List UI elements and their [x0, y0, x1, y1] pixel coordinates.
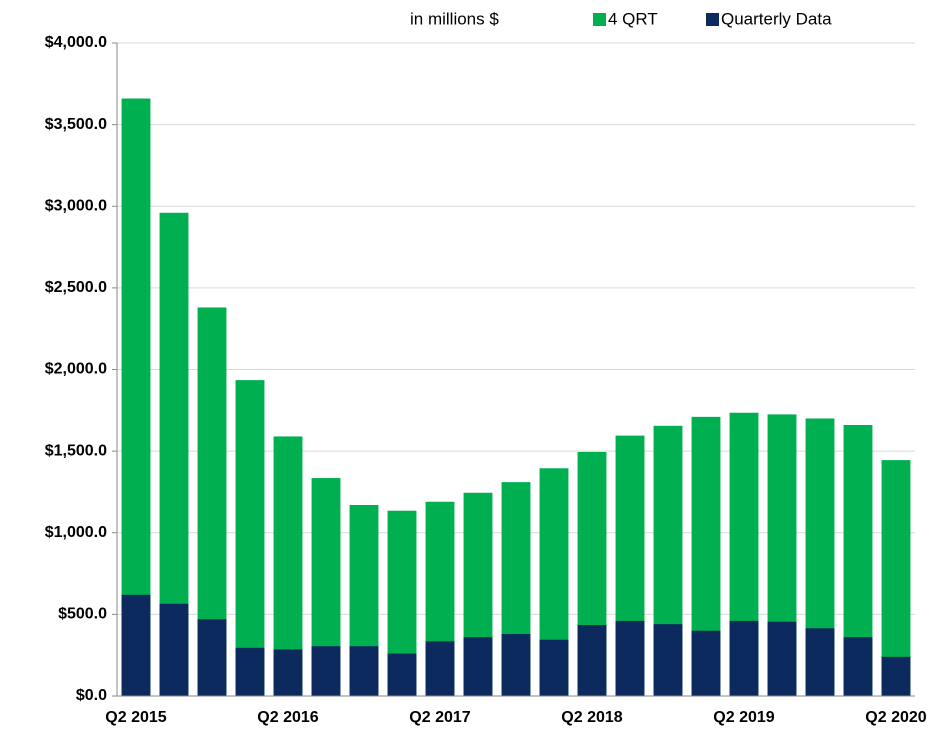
legend-label: 4 QRT	[608, 9, 658, 28]
bar	[767, 621, 797, 696]
bar	[577, 624, 607, 696]
x-tick-label: Q2 2020	[865, 709, 926, 726]
bar	[881, 460, 911, 696]
bar	[273, 649, 303, 696]
bar	[843, 637, 873, 696]
bar	[235, 647, 265, 696]
legend-swatch	[706, 13, 719, 26]
x-tick-label: Q2 2016	[257, 709, 318, 726]
bar	[539, 639, 569, 696]
y-tick-label: $3,500.0	[45, 116, 107, 133]
y-tick-label: $3,000.0	[45, 197, 107, 214]
bar	[691, 630, 721, 696]
bar	[387, 653, 417, 696]
bar	[121, 594, 151, 696]
bar	[653, 624, 683, 696]
y-tick-label: $2,000.0	[45, 361, 107, 378]
y-tick-label: $4,000.0	[45, 34, 107, 51]
x-tick-label: Q2 2019	[713, 709, 774, 726]
bar	[463, 637, 493, 696]
bar	[349, 646, 379, 696]
y-tick-label: $0.0	[76, 687, 107, 704]
x-tick-label: Q2 2015	[105, 709, 166, 726]
legend-label: Quarterly Data	[721, 9, 832, 28]
bar	[501, 633, 531, 696]
bar	[615, 620, 645, 696]
bar	[197, 619, 227, 696]
legend-swatch	[593, 13, 606, 26]
bar	[235, 380, 265, 696]
y-tick-label: $2,500.0	[45, 279, 107, 296]
bar	[311, 646, 341, 696]
x-tick-label: Q2 2017	[409, 709, 470, 726]
bar	[729, 620, 759, 696]
y-tick-label: $1,500.0	[45, 442, 107, 459]
bar	[159, 603, 189, 696]
y-tick-label: $500.0	[58, 606, 107, 623]
bar	[881, 656, 911, 696]
bar	[425, 641, 455, 696]
annotation: in millions $	[410, 9, 499, 28]
y-tick-label: $1,000.0	[45, 524, 107, 541]
bar	[805, 628, 835, 696]
x-tick-label: Q2 2018	[561, 709, 622, 726]
